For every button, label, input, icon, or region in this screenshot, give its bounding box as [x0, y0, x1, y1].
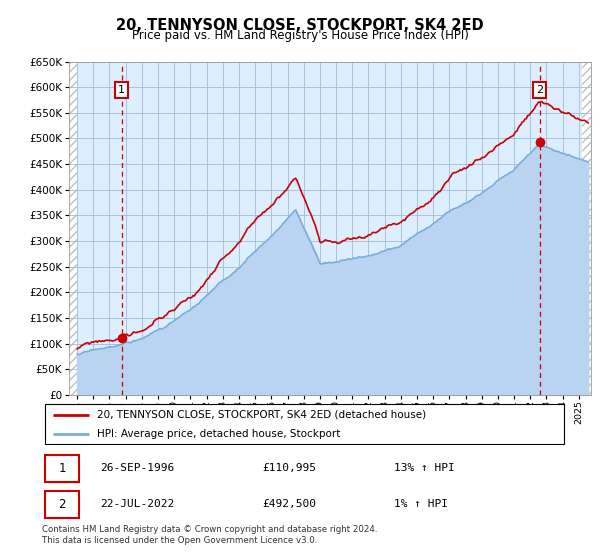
Text: 1: 1 — [118, 85, 125, 95]
Text: 1% ↑ HPI: 1% ↑ HPI — [394, 500, 448, 509]
Text: 13% ↑ HPI: 13% ↑ HPI — [394, 464, 455, 473]
Text: 2: 2 — [58, 498, 66, 511]
Text: 1: 1 — [58, 462, 66, 475]
Text: 20, TENNYSON CLOSE, STOCKPORT, SK4 2ED (detached house): 20, TENNYSON CLOSE, STOCKPORT, SK4 2ED (… — [97, 409, 426, 419]
Text: Price paid vs. HM Land Registry's House Price Index (HPI): Price paid vs. HM Land Registry's House … — [131, 29, 469, 42]
FancyBboxPatch shape — [44, 455, 79, 482]
Text: £492,500: £492,500 — [263, 500, 317, 509]
Text: HPI: Average price, detached house, Stockport: HPI: Average price, detached house, Stoc… — [97, 429, 341, 439]
Text: 20, TENNYSON CLOSE, STOCKPORT, SK4 2ED: 20, TENNYSON CLOSE, STOCKPORT, SK4 2ED — [116, 18, 484, 33]
Text: £110,995: £110,995 — [263, 464, 317, 473]
Text: 2: 2 — [536, 85, 544, 95]
Bar — [69, 62, 77, 395]
FancyBboxPatch shape — [44, 404, 565, 445]
Bar — [581, 62, 591, 395]
Text: 22-JUL-2022: 22-JUL-2022 — [100, 500, 174, 509]
Text: Contains HM Land Registry data © Crown copyright and database right 2024.
This d: Contains HM Land Registry data © Crown c… — [42, 525, 377, 545]
FancyBboxPatch shape — [44, 491, 79, 518]
Text: 26-SEP-1996: 26-SEP-1996 — [100, 464, 174, 473]
